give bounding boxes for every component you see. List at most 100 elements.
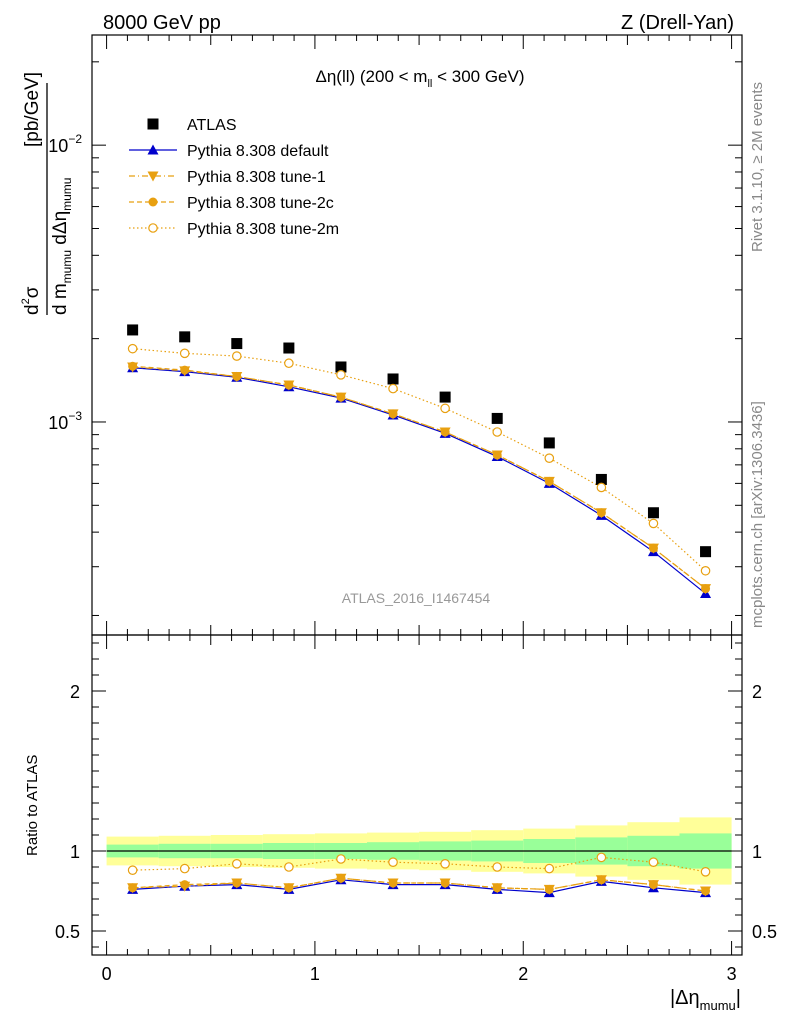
ratio-data-point (648, 857, 659, 867)
ratio-panel: 0.5 0.5 1 1 2 2 0 1 2 3 (55, 634, 777, 984)
main-data-point (179, 331, 191, 343)
plot-title-suffix: < 300 GeV) (432, 67, 524, 86)
main-data-point (544, 476, 554, 486)
x-tick-label: 0 (102, 964, 112, 984)
main-data-point (231, 351, 242, 361)
ratio-y-tick-label-right: 0.5 (752, 922, 777, 942)
main-data-point (648, 518, 659, 529)
main-data-point (387, 373, 399, 385)
plot-title-sub: ll (427, 78, 432, 90)
ratio-data-point (180, 880, 190, 890)
main-series-line (132, 348, 706, 572)
main-data-point (388, 383, 398, 394)
x-axis-label: |Δηmumu| (670, 987, 741, 1013)
analysis-id: ATLAS_2016_I1467454 (342, 590, 491, 606)
legend: ATLAS Pythia 8.308 default Pythia 8.308 tu… (129, 117, 339, 238)
main-data-point (440, 403, 450, 414)
main-y-tick-label-exp: −2 (68, 132, 82, 146)
legend-marker (147, 171, 159, 182)
ratio-series-line (132, 877, 706, 892)
ylabel-den-sub2: mumu (60, 178, 74, 211)
ylabel-unit: [pb/GeV] (22, 72, 43, 147)
ratio-data-point (440, 858, 450, 869)
x-tick-label: 3 (727, 964, 737, 984)
main-data-point (180, 365, 190, 375)
ratio-data-point (648, 880, 658, 890)
main-y-label: d2σ d mmumu dΔηmumu [pb/GeV] (20, 72, 74, 315)
ratio-data-point (544, 884, 554, 894)
main-data-point (701, 584, 711, 594)
main-data-point (596, 482, 607, 493)
main-series-line (132, 365, 706, 590)
main-data-point (595, 473, 607, 485)
ratio-data-point (284, 862, 294, 872)
ratio-data-point (544, 863, 555, 874)
legend-label: Pythia 8.308 tune-2c (187, 195, 334, 212)
ratio-data-point (596, 875, 606, 885)
main-data-point (491, 412, 503, 424)
ylabel-num-sup: 2 (20, 298, 32, 304)
header-right: Z (Drell-Yan) (621, 12, 734, 34)
main-data-point (440, 427, 450, 437)
ratio-y-tick-label-left: 1 (70, 842, 80, 862)
main-data-point (492, 427, 503, 437)
main-data-point (231, 338, 243, 350)
ratio-series-line (132, 877, 706, 892)
main-data-point (127, 343, 138, 354)
legend-label: Pythia 8.308 tune-2m (187, 221, 339, 238)
ratio-y-tick-label-right: 2 (752, 682, 762, 702)
ratio-data-point (492, 862, 503, 872)
legend-marker (147, 118, 159, 130)
ratio-y-tick-label-right: 1 (752, 842, 762, 862)
main-series-line (132, 366, 706, 590)
main-data-point (179, 348, 190, 359)
main-y-tick-label: 10−2 (48, 132, 82, 156)
main-y-tick-label-base: 10 (48, 136, 68, 156)
xlabel-close: | (736, 987, 741, 1009)
main-series-line (132, 367, 706, 595)
ratio-data-point (701, 886, 711, 896)
ratio-data-point (232, 878, 242, 888)
ratio-data-point (127, 865, 138, 875)
x-tick-label: 1 (310, 964, 320, 984)
main-data-point (284, 380, 294, 390)
ratio-data-point (336, 854, 346, 864)
svg-text:d mmumu dΔηmumu: d mmumu dΔηmumu (50, 178, 74, 315)
main-data-point (647, 507, 659, 519)
main-data-point (596, 508, 606, 518)
ylabel-den-d: d m (50, 283, 71, 315)
ratio-data-point (388, 857, 398, 867)
main-panel: 10−210−3 (48, 34, 743, 636)
main-data-point (127, 324, 139, 336)
ratio-frame (91, 634, 743, 956)
main-data-point (492, 450, 502, 460)
ratio-data-point (388, 878, 398, 888)
ylabel-num-sigma: σ (22, 286, 43, 298)
main-data-point (544, 453, 555, 463)
main-data-point (284, 358, 294, 369)
ratio-data-point (179, 863, 190, 874)
main-data-point (700, 565, 711, 576)
main-data-point (439, 391, 451, 403)
main-data-point (648, 543, 658, 553)
header-left: 8000 GeV pp (103, 12, 221, 34)
svg-text:d2σ: d2σ (20, 286, 43, 315)
main-data-point (336, 370, 346, 380)
ratio-data-point (596, 852, 607, 863)
x-tick-label: 2 (518, 964, 528, 984)
xlabel-main: |Δη (670, 987, 700, 1009)
ratio-data-point (128, 883, 138, 893)
main-data-point (283, 342, 295, 354)
ratio-data-point (231, 858, 242, 869)
main-data-point (232, 371, 242, 381)
main-data-point (335, 361, 347, 373)
ratio-data-point (284, 883, 294, 893)
ratio-data-point (440, 878, 450, 888)
legend-label: ATLAS (187, 117, 237, 134)
main-data-point (128, 361, 138, 371)
mcplots-reference-text: mcplots.cern.ch [arXiv:1306.3436] (749, 401, 766, 628)
main-y-tick-label-base: 10 (48, 413, 68, 433)
legend-marker (148, 197, 158, 207)
ratio-data-point (492, 883, 502, 893)
